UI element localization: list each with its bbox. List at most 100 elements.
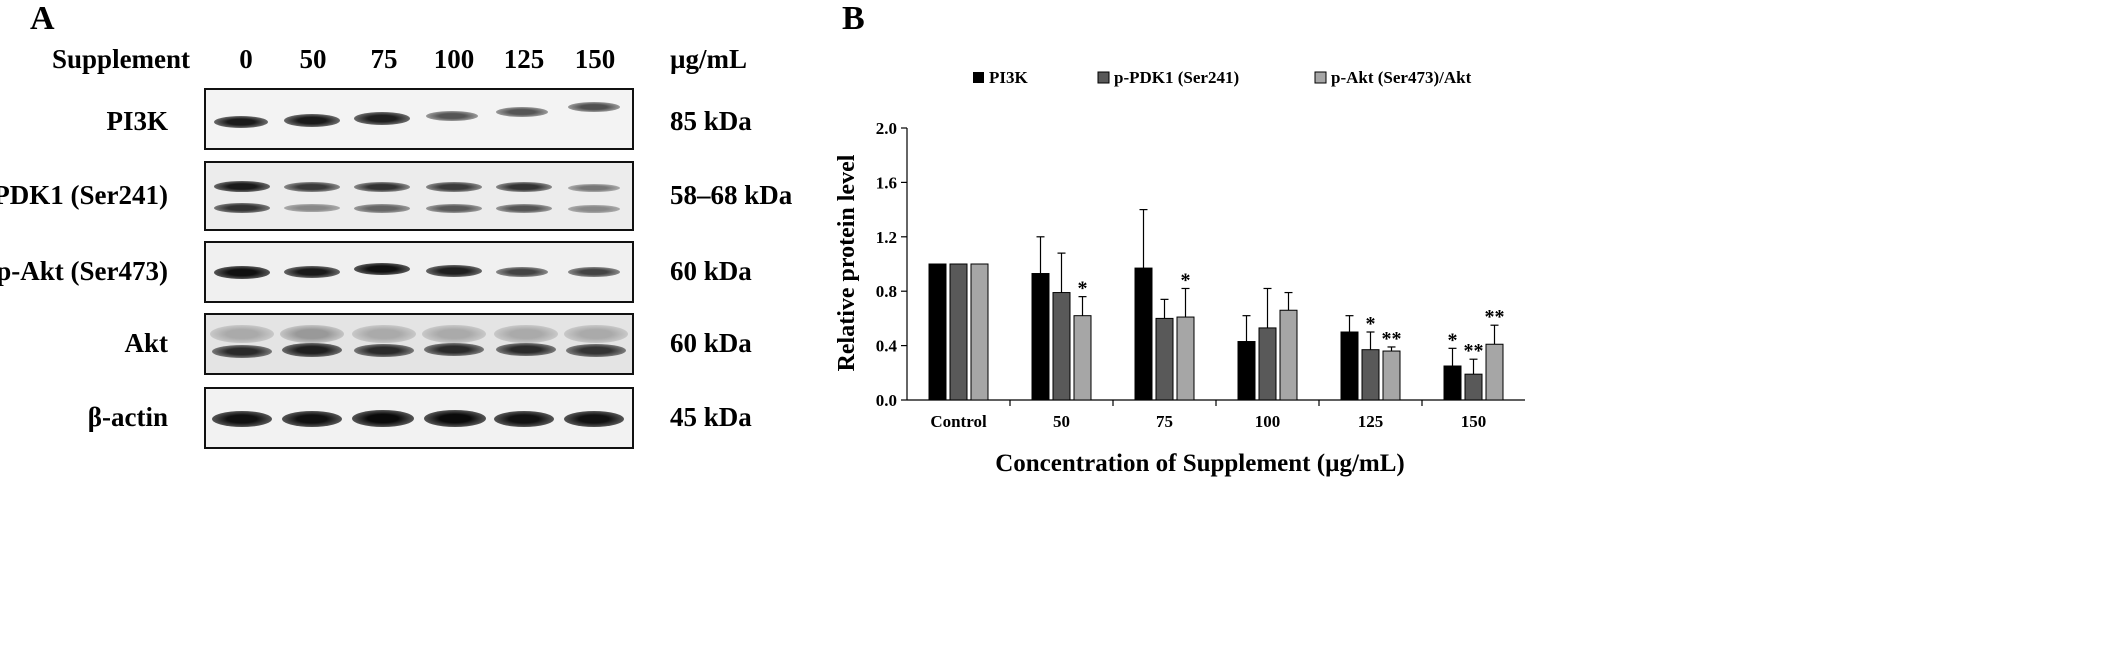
band — [568, 102, 620, 112]
bar — [1176, 316, 1195, 401]
lane-label-150: 150 — [574, 44, 616, 74]
y-tick-label: 1.2 — [876, 228, 897, 247]
bar — [1279, 309, 1298, 401]
bar — [970, 263, 989, 401]
lane-label-100: 100 — [433, 44, 475, 74]
band — [566, 344, 626, 357]
row-label-bactin: β-actin — [87, 402, 168, 432]
legend-swatch-ppdk1 — [1097, 71, 1110, 84]
bar — [1073, 315, 1092, 401]
axes: 0.0 0.4 0.8 1.2 1.6 2.0 Control 50 75 100 125 150 — [876, 119, 1525, 431]
band — [284, 266, 340, 278]
legend-label-pakt: p-Akt (Ser473)/Akt — [1331, 68, 1472, 87]
legend-label-ppdk1: p-PDK1 (Ser241) — [1114, 68, 1239, 87]
band — [564, 411, 624, 427]
row-label-akt: Akt — [124, 328, 168, 358]
x-tick-label: 100 — [1255, 412, 1281, 431]
bar — [1443, 365, 1462, 401]
band — [564, 325, 628, 343]
band — [568, 184, 620, 192]
x-axis-title: Concentration of Supplement (µg/mL) — [995, 450, 1405, 477]
legend-swatch-pi3k — [973, 72, 984, 83]
bar — [928, 263, 947, 401]
band — [496, 343, 556, 356]
band — [354, 344, 414, 357]
row-label-pi3k: PI3K — [106, 106, 168, 136]
bar — [1382, 350, 1401, 401]
blot-bactin — [204, 387, 634, 449]
band — [494, 411, 554, 427]
band — [354, 112, 410, 125]
band — [354, 182, 410, 192]
band — [496, 182, 552, 192]
lane-label-125: 125 — [503, 44, 545, 74]
y-tick-label: 0.0 — [876, 391, 897, 410]
band — [422, 325, 486, 343]
lane-label-0: 0 — [239, 44, 253, 74]
band — [352, 325, 416, 343]
band — [494, 325, 558, 343]
blot-pi3k — [204, 88, 634, 150]
significance-marker: ** — [1382, 328, 1402, 350]
bar — [1361, 349, 1380, 401]
y-axis-title: Relative protein level — [834, 154, 860, 371]
kda-label-ppdk1: 58–68 kDa — [670, 180, 793, 210]
unit-label: µg/mL — [670, 44, 748, 74]
legend: PI3K p-PDK1 (Ser241) p-Akt (Ser473)/Akt — [973, 68, 1472, 87]
lane-label-50: 50 — [299, 44, 327, 74]
band — [424, 343, 484, 356]
bar — [1155, 317, 1174, 401]
x-tick-label: 50 — [1053, 412, 1070, 431]
band — [568, 205, 620, 213]
kda-label-bactin: 45 kDa — [670, 402, 752, 432]
y-tick-label: 1.6 — [876, 173, 897, 192]
band — [284, 114, 340, 127]
bars: * **** * **** — [928, 209, 1505, 401]
band — [282, 343, 342, 357]
band — [212, 411, 272, 427]
significance-marker: ** — [1464, 340, 1484, 362]
band — [214, 116, 268, 128]
band — [212, 345, 272, 358]
band — [426, 265, 482, 277]
significance-marker: * — [1448, 329, 1458, 351]
band — [496, 267, 548, 277]
kda-label-pakt: 60 kDa — [670, 256, 752, 286]
band — [280, 325, 344, 343]
y-tick-label: 0.4 — [876, 337, 898, 356]
significance-marker: * — [1181, 269, 1191, 291]
x-tick-label: Control — [930, 412, 987, 431]
band — [214, 181, 270, 192]
bar — [1052, 292, 1071, 401]
y-tick-label: 0.8 — [876, 282, 897, 301]
band — [496, 204, 552, 213]
band — [354, 204, 410, 213]
band — [210, 325, 274, 343]
bar — [1031, 273, 1050, 401]
blot-akt — [204, 313, 634, 375]
panel-b-letter: B — [842, 0, 865, 37]
bar — [1258, 327, 1277, 401]
blot-ppdk1 — [204, 161, 634, 231]
bar — [1237, 341, 1256, 401]
band — [426, 111, 478, 121]
lane-label-75: 75 — [370, 44, 398, 74]
supplement-header: Supplement — [52, 44, 191, 74]
band — [352, 410, 414, 427]
x-tick-label: 125 — [1358, 412, 1384, 431]
kda-label-pi3k: 85 kDa — [670, 106, 752, 136]
band — [426, 204, 482, 213]
x-tick-label: 75 — [1156, 412, 1173, 431]
significance-marker: ** — [1485, 306, 1505, 328]
legend-label-pi3k: PI3K — [989, 68, 1029, 87]
bar — [1485, 343, 1504, 401]
bar — [949, 263, 968, 401]
band — [568, 267, 620, 277]
band — [214, 203, 270, 213]
band — [426, 182, 482, 192]
legend-swatch-pakt — [1314, 71, 1327, 84]
row-label-pakt: p-Akt (Ser473) — [0, 256, 168, 286]
bar — [1464, 373, 1483, 401]
blot-pakt — [204, 241, 634, 303]
kda-label-akt: 60 kDa — [670, 328, 752, 358]
